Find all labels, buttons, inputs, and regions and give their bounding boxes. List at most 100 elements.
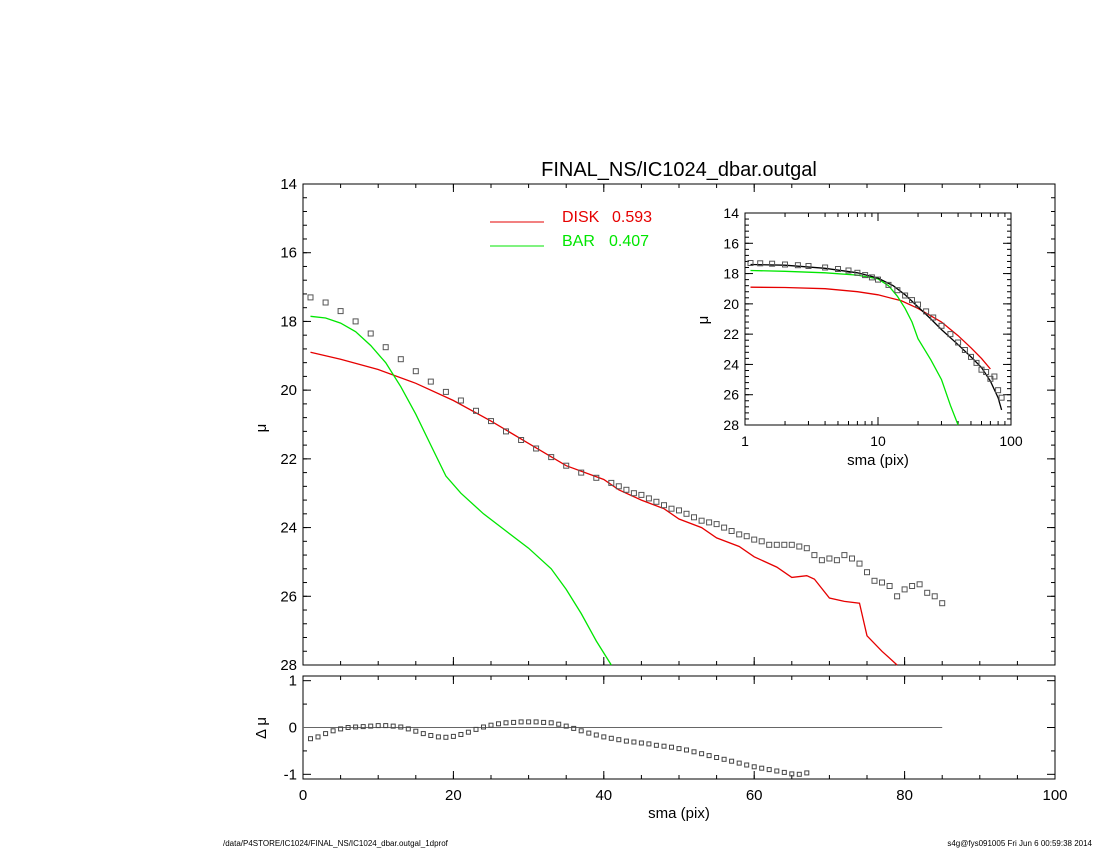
inset-axis-ticks: 1 10 100 14 16 18 20 22 24 26 28 bbox=[723, 205, 1022, 449]
residual-residual-point bbox=[781, 769, 787, 775]
residual-residual-point bbox=[390, 723, 396, 729]
residual-residual-point bbox=[616, 737, 622, 743]
inset-x-axis-label: sma (pix) bbox=[847, 452, 909, 469]
main-data-point bbox=[503, 428, 509, 435]
residual-residual-point bbox=[691, 749, 697, 755]
residual-residual-point bbox=[405, 726, 411, 732]
residual-residual-point bbox=[315, 734, 321, 740]
y-tick-label: 26 bbox=[280, 588, 297, 605]
inset-bar-line bbox=[750, 269, 959, 426]
residual-residual-point bbox=[435, 734, 441, 740]
inset-data-point bbox=[995, 387, 1002, 394]
main-data-point bbox=[728, 528, 735, 534]
main-data-point bbox=[337, 308, 344, 315]
inset-data-point bbox=[955, 339, 962, 346]
inset-data-point bbox=[968, 353, 974, 360]
residual-residual-point bbox=[345, 725, 351, 730]
main-data-point bbox=[683, 510, 690, 517]
residual-residual-point bbox=[729, 758, 735, 764]
main-data-point bbox=[939, 600, 946, 607]
residual-residual-point bbox=[676, 746, 682, 752]
inset-data-point bbox=[875, 276, 881, 283]
main-data-point bbox=[382, 344, 389, 351]
residual-residual-point bbox=[496, 721, 501, 727]
main-profile-panel: 14 16 18 20 22 24 26 28 μ DISK 0.593 BAR 0.407 bbox=[253, 176, 1056, 674]
y-tick-label: 28 bbox=[723, 417, 739, 433]
inset-plot-frame bbox=[744, 212, 1012, 426]
inset-data-point bbox=[902, 292, 909, 299]
residual-residual-point bbox=[323, 731, 329, 737]
x-tick-label: 10 bbox=[870, 433, 886, 449]
main-data-point bbox=[457, 397, 464, 404]
legend-disk-label: DISK bbox=[562, 209, 600, 226]
residual-residual-point bbox=[420, 731, 426, 737]
residual-residual-point bbox=[638, 740, 644, 746]
residual-residual-point bbox=[368, 723, 374, 729]
residual-residual-point bbox=[706, 753, 712, 759]
residual-residual-point bbox=[661, 743, 667, 749]
main-data-point bbox=[412, 368, 419, 375]
residual-residual-point bbox=[653, 742, 659, 748]
residual-residual-point bbox=[458, 732, 464, 737]
residual-residual-point bbox=[623, 738, 629, 744]
main-data-point bbox=[322, 299, 329, 306]
residual-residual-point bbox=[428, 733, 434, 738]
main-data-point bbox=[818, 557, 825, 564]
main-data-point bbox=[653, 498, 660, 505]
x-tick-label: 100 bbox=[999, 433, 1023, 449]
main-series-group bbox=[307, 294, 946, 666]
residual-residual-point bbox=[353, 724, 359, 730]
y-tick-label: 14 bbox=[280, 176, 297, 193]
residual-residual-point bbox=[556, 721, 562, 727]
inset-data-point bbox=[782, 261, 788, 268]
legend-bar-label: BAR bbox=[562, 233, 595, 250]
main-data-point bbox=[803, 545, 810, 552]
main-data-point bbox=[593, 474, 600, 481]
y-tick-label: 24 bbox=[280, 520, 297, 537]
main-data-point bbox=[849, 555, 855, 562]
residual-x-axis-label: sma (pix) bbox=[648, 805, 710, 822]
residual-residual-point bbox=[338, 726, 344, 732]
main-bar-line bbox=[310, 315, 612, 666]
main-data-point bbox=[736, 531, 743, 538]
main-data-point bbox=[630, 490, 637, 497]
main-data-point bbox=[766, 541, 773, 548]
inset-y-axis-label: μ bbox=[695, 316, 712, 325]
residual-residual-point bbox=[736, 760, 742, 766]
y-tick-label: 20 bbox=[723, 296, 739, 312]
main-data-point bbox=[706, 519, 713, 526]
inset-data-point bbox=[854, 269, 861, 276]
main-data-point bbox=[533, 445, 540, 452]
y-tick-label: 28 bbox=[280, 657, 297, 674]
residual-residual-point bbox=[721, 756, 727, 762]
residual-residual-point bbox=[759, 765, 765, 771]
inset-data-point bbox=[961, 347, 968, 353]
residual-residual-point bbox=[413, 728, 419, 734]
inset-data-point bbox=[915, 301, 921, 308]
residual-residual-point bbox=[751, 764, 757, 770]
main-y-axis-label: μ bbox=[253, 424, 270, 433]
residual-series-group bbox=[303, 719, 943, 777]
residual-residual-point bbox=[330, 728, 336, 734]
residual-residual-point bbox=[473, 726, 479, 732]
y-tick-label: 14 bbox=[723, 205, 739, 221]
main-data-point bbox=[788, 541, 795, 548]
main-data-point bbox=[645, 495, 652, 502]
main-data-point bbox=[931, 593, 938, 600]
residual-residual-point bbox=[450, 733, 456, 739]
x-tick-label: 60 bbox=[746, 787, 763, 804]
residual-residual-point bbox=[533, 719, 539, 725]
residual-residual-point bbox=[684, 747, 689, 753]
inset-data-point bbox=[822, 264, 829, 271]
main-data-point bbox=[488, 418, 494, 425]
main-data-point bbox=[894, 593, 901, 600]
inset-data-point bbox=[835, 266, 841, 272]
residual-residual-point bbox=[796, 771, 802, 777]
main-data-point bbox=[638, 491, 645, 498]
main-data-point bbox=[916, 581, 923, 588]
residual-residual-point bbox=[571, 725, 577, 731]
main-data-point bbox=[623, 486, 630, 493]
y-tick-label: 1 bbox=[289, 673, 297, 690]
